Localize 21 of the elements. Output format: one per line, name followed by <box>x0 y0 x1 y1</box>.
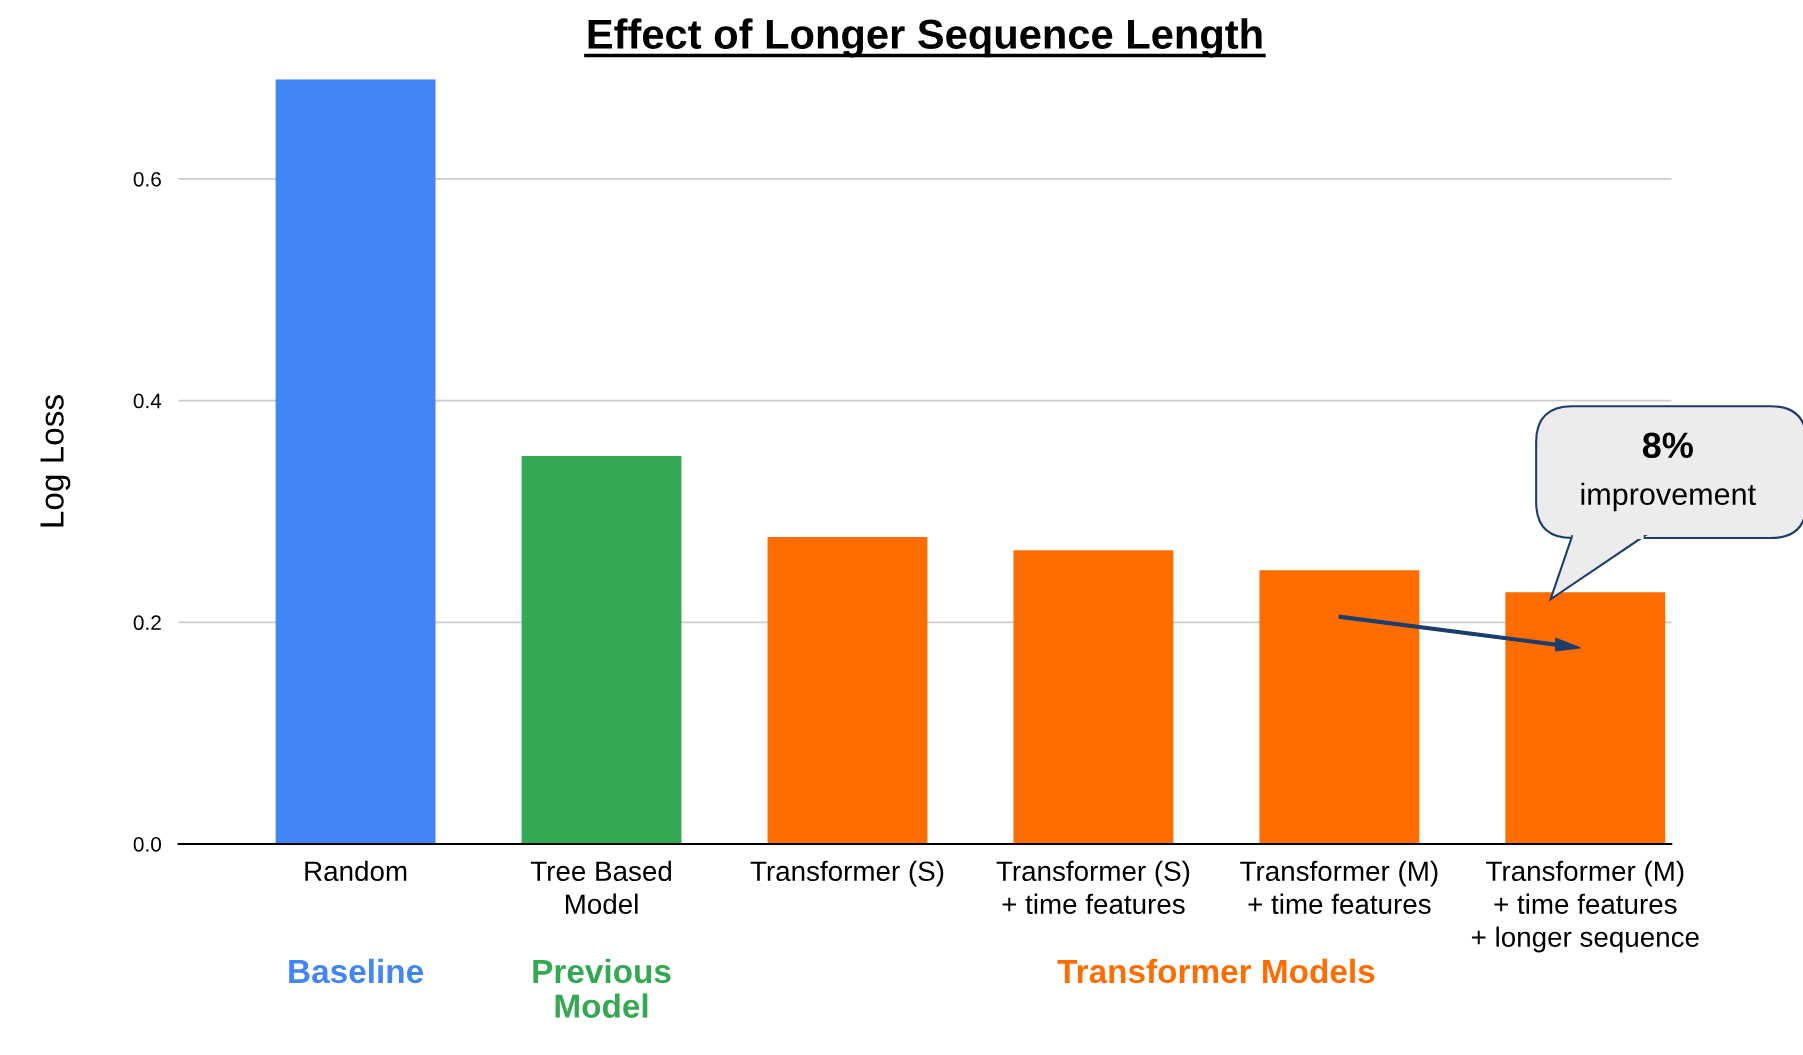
bar <box>521 456 682 844</box>
x-tick-label: Transformer (S) <box>750 860 944 887</box>
x-tick-label: Random <box>305 860 407 882</box>
annotation: improvement <box>1581 482 1756 512</box>
y-tick-label: 0.6 <box>133 171 161 187</box>
text: Previous Model <box>533 958 671 1018</box>
chart-title: Effect of Longer Sequence Length <box>588 18 1262 58</box>
x-tick-label: Transformer (M) + time features + longer sequence <box>1472 860 1699 953</box>
y-tick-label: 0.0 <box>133 837 162 852</box>
x-tick-label: Transformer (S) + time features <box>996 860 1190 915</box>
bar <box>1013 550 1174 844</box>
annotation: 8% <box>1642 432 1693 459</box>
text: Baseline <box>289 958 423 984</box>
bar <box>275 79 436 844</box>
x-tick-label: Tree Based Model <box>530 860 672 915</box>
y-tick-label: 0.4 <box>133 393 162 409</box>
y-axis-title: Log Loss <box>40 395 71 527</box>
y-tick-label: 0.2 <box>133 615 161 631</box>
text: Transformer Models <box>1057 958 1375 984</box>
x-tick-label: Transformer (M) + time features <box>1240 860 1438 915</box>
bar <box>767 536 928 844</box>
